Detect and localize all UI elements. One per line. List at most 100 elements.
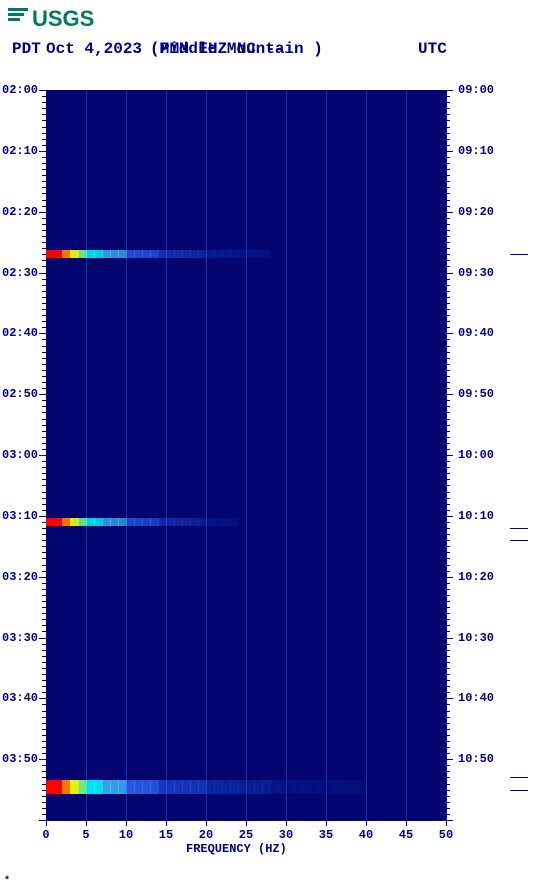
grid-line	[326, 90, 327, 820]
y-tick-minor	[42, 339, 46, 340]
y-tick-minor	[42, 601, 46, 602]
y-tick-major	[446, 333, 453, 334]
y-tick-minor	[42, 589, 46, 590]
y-tick-minor	[42, 674, 46, 675]
y-tick-minor	[446, 723, 450, 724]
y-label-pdt: 02:20	[2, 205, 38, 219]
y-tick-minor	[446, 552, 450, 553]
y-tick-minor	[42, 747, 46, 748]
y-tick-minor	[42, 565, 46, 566]
y-label-utc: 09:50	[458, 387, 494, 401]
x-tick	[46, 820, 47, 826]
y-tick-minor	[446, 224, 450, 225]
x-tick-label: 50	[439, 828, 453, 842]
y-tick-minor	[42, 120, 46, 121]
y-tick-minor	[42, 352, 46, 353]
x-tick-label: 5	[82, 828, 89, 842]
grid-line	[246, 90, 247, 820]
y-tick-minor	[42, 510, 46, 511]
event-side-marker	[510, 777, 528, 778]
footer-char: *	[4, 876, 10, 887]
y-tick-minor	[42, 358, 46, 359]
y-tick-minor	[42, 802, 46, 803]
y-tick-minor	[446, 358, 450, 359]
x-tick-label: 45	[399, 828, 413, 842]
y-tick-minor	[446, 534, 450, 535]
y-tick-minor	[42, 492, 46, 493]
y-tick-minor	[446, 479, 450, 480]
y-tick-minor	[446, 546, 450, 547]
y-tick-minor	[42, 370, 46, 371]
y-tick-minor	[446, 175, 450, 176]
y-tick-minor	[42, 729, 46, 730]
y-label-pdt: 03:10	[2, 509, 38, 523]
grid-line	[86, 90, 87, 820]
y-tick-minor	[42, 485, 46, 486]
y-tick-minor	[446, 790, 450, 791]
y-label-utc: 10:10	[458, 509, 494, 523]
y-tick-minor	[42, 133, 46, 134]
y-tick-minor	[42, 631, 46, 632]
y-tick-major	[446, 273, 453, 274]
y-tick-minor	[446, 704, 450, 705]
y-tick-minor	[446, 102, 450, 103]
x-tick	[286, 820, 287, 826]
y-label-utc: 10:00	[458, 448, 494, 462]
y-tick-minor	[42, 96, 46, 97]
y-tick-minor	[446, 644, 450, 645]
y-tick-minor	[446, 200, 450, 201]
y-tick-minor	[446, 412, 450, 413]
y-tick-minor	[42, 400, 46, 401]
y-tick-minor	[446, 498, 450, 499]
y-tick-minor	[42, 644, 46, 645]
y-tick-minor	[42, 619, 46, 620]
y-tick-minor	[42, 346, 46, 347]
y-tick-minor	[42, 534, 46, 535]
y-tick-minor	[42, 479, 46, 480]
spectrogram-chart: 05101520253035404550FREQUENCY (HZ)02:000…	[0, 0, 552, 892]
y-tick-minor	[42, 382, 46, 383]
y-tick-minor	[42, 680, 46, 681]
y-tick-major	[446, 698, 453, 699]
y-tick-major	[39, 698, 46, 699]
y-tick-minor	[42, 467, 46, 468]
y-tick-minor	[446, 741, 450, 742]
y-tick-minor	[446, 522, 450, 523]
event-side-marker	[510, 528, 528, 529]
y-tick-minor	[42, 814, 46, 815]
y-tick-major	[446, 455, 453, 456]
y-tick-minor	[446, 127, 450, 128]
y-label-utc: 10:50	[458, 752, 494, 766]
y-label-pdt: 03:00	[2, 448, 38, 462]
y-tick-major	[446, 212, 453, 213]
event-segment	[358, 780, 367, 794]
x-tick	[126, 820, 127, 826]
y-tick-minor	[446, 266, 450, 267]
y-tick-minor	[42, 291, 46, 292]
y-tick-minor	[42, 546, 46, 547]
x-tick	[206, 820, 207, 826]
y-tick-minor	[446, 230, 450, 231]
x-axis-label: FREQUENCY (HZ)	[186, 842, 287, 856]
x-tick-label: 40	[359, 828, 373, 842]
y-label-utc: 10:30	[458, 631, 494, 645]
y-tick-minor	[446, 711, 450, 712]
y-label-utc: 09:00	[458, 83, 494, 97]
y-tick-minor	[446, 613, 450, 614]
y-tick-minor	[446, 747, 450, 748]
y-tick-minor	[42, 327, 46, 328]
y-tick-minor	[446, 692, 450, 693]
y-tick-major	[39, 212, 46, 213]
y-tick-minor	[446, 473, 450, 474]
y-tick-minor	[446, 510, 450, 511]
y-tick-minor	[446, 297, 450, 298]
y-tick-minor	[42, 181, 46, 182]
y-tick-minor	[42, 528, 46, 529]
y-tick-minor	[446, 735, 450, 736]
y-tick-minor	[42, 206, 46, 207]
y-tick-minor	[42, 114, 46, 115]
y-label-pdt: 02:50	[2, 387, 38, 401]
y-label-pdt: 02:10	[2, 144, 38, 158]
y-tick-minor	[446, 419, 450, 420]
y-tick-major	[39, 151, 46, 152]
